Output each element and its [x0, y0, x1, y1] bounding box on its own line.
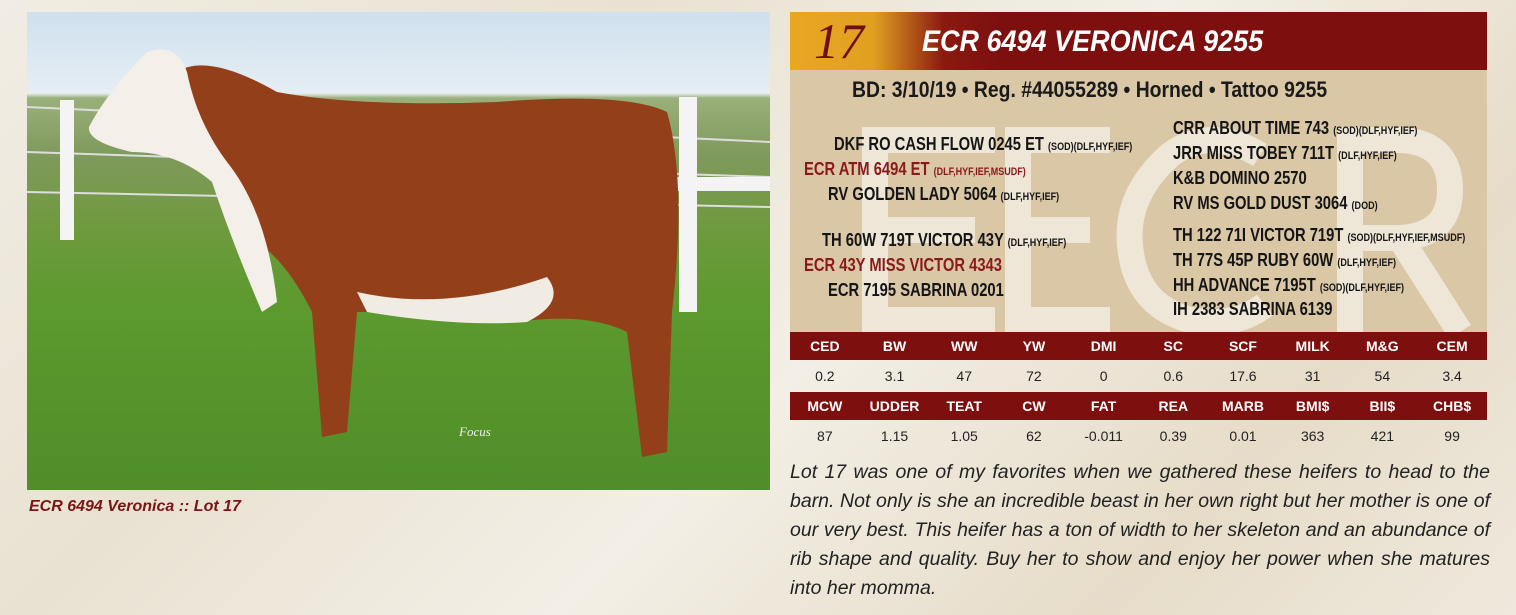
pedigree-tags: (DLF,HYF,IEF)	[1338, 150, 1397, 162]
pedigree-section: BD: 3/10/19 • Reg. #44055289 • Horned • …	[790, 70, 1487, 332]
lot-header: 17 ECR 6494 VERONICA 9255	[790, 12, 1487, 70]
pedigree-entry: TH 77S 45P RUBY 60W (DLF,HYF,IEF)	[1173, 250, 1396, 274]
epd-header: REA	[1138, 392, 1209, 420]
epd-row: CED BW WW YW DMI SC SCF MILK M&G CEM	[790, 332, 1487, 360]
pedigree-tags: (DLF,HYF,IEF)	[1000, 191, 1060, 203]
epd-header: MILK	[1277, 332, 1348, 360]
epd-header: TEAT	[929, 392, 1000, 420]
lot-number: 17	[814, 13, 864, 69]
pedigree-name: IH 2383 SABRINA 6139	[1173, 299, 1333, 319]
epd-value: 47	[956, 368, 972, 384]
pedigree-tags: (SOD)(DLF,HYF,IEF,MSUDF)	[1347, 232, 1466, 244]
pedigree-entry: ECR 43Y MISS VICTOR 4343	[804, 255, 1002, 279]
epd-value: 421	[1370, 428, 1395, 444]
epd-header: CED	[790, 332, 860, 360]
pedigree-entry: IH 2383 SABRINA 6139	[1173, 299, 1332, 323]
epd-header: BII$	[1347, 392, 1418, 420]
pedigree-name: K&B DOMINO 2570	[1173, 168, 1307, 188]
pedigree-name: RV MS GOLD DUST 3064	[1173, 193, 1348, 213]
epd-header: CW	[999, 392, 1069, 420]
epd-header: CEM	[1417, 332, 1487, 360]
epd-table: CED BW WW YW DMI SC SCF MILK M&G CEM 0.2 3.1 47 72 0 0.…	[790, 332, 1487, 452]
epd-header: SCF	[1208, 332, 1278, 360]
epd-value: 1.15	[880, 428, 909, 444]
pedigree-entry: CRR ABOUT TIME 743 (SOD)(DLF,HYF,IEF)	[1173, 118, 1417, 142]
pedigree-entry: DKF RO CASH FLOW 0245 ET (SOD)(DLF,HYF,I…	[834, 134, 1132, 158]
epd-value: 0.6	[1163, 368, 1184, 384]
epd-row: 87 1.15 1.05 62 -0.011 0.39 0.01 363 421 99	[790, 420, 1487, 452]
pedigree-entry: TH 122 71I VICTOR 719T (SOD)(DLF,HYF,IEF…	[1173, 225, 1465, 249]
epd-header: DMI	[1068, 332, 1139, 360]
pedigree-name: CRR ABOUT TIME 743	[1173, 118, 1330, 138]
epd-value: -0.011	[1084, 428, 1123, 444]
pedigree-entry: ECR 7195 SABRINA 0201	[828, 280, 1004, 304]
pedigree-name: TH 60W 719T VICTOR 43Y	[822, 230, 1004, 250]
pedigree-entry: RV MS GOLD DUST 3064 (DOD)	[1173, 193, 1378, 217]
pedigree-tags: (DLF,HYF,IEF,MSUDF)	[933, 166, 1026, 178]
pedigree-tags: (DOD)	[1351, 200, 1378, 212]
pedigree-entry: ECR ATM 6494 ET (DLF,HYF,IEF,MSUDF)	[804, 159, 1026, 183]
epd-value: 0.39	[1159, 428, 1187, 444]
epd-header: M&G	[1347, 332, 1418, 360]
epd-value: 3.1	[884, 368, 905, 384]
photo-caption: ECR 6494 Veronica :: Lot 17	[29, 498, 241, 515]
pedigree-tags: (DLF,HYF,IEF)	[1337, 257, 1396, 269]
epd-value: 0.2	[815, 368, 835, 384]
epd-header: MCW	[790, 392, 860, 420]
pedigree-name: DKF RO CASH FLOW 0245 ET	[834, 134, 1044, 154]
pedigree-name: TH 122 71I VICTOR 719T	[1173, 225, 1344, 245]
pedigree-name: ECR ATM 6494 ET	[804, 159, 930, 179]
pedigree-name: JRR MISS TOBEY 711T	[1173, 143, 1335, 163]
heifer-illustration	[27, 49, 770, 458]
epd-value: 0.01	[1229, 428, 1257, 444]
epd-header: SC	[1138, 332, 1209, 360]
pedigree-entry: JRR MISS TOBEY 711T (DLF,HYF,IEF)	[1173, 143, 1397, 167]
epd-value: 54	[1374, 368, 1391, 384]
pedigree-entry: K&B DOMINO 2570	[1173, 168, 1307, 192]
epd-row: 0.2 3.1 47 72 0 0.6 17.6 31 54 3.4	[790, 360, 1487, 392]
epd-header: YW	[999, 332, 1069, 360]
heifer-photo: Focus	[27, 12, 770, 490]
pedigree-entry: RV GOLDEN LADY 5064 (DLF,HYF,IEF)	[828, 184, 1059, 208]
epd-header: UDDER	[859, 392, 930, 420]
epd-value: 0	[1099, 368, 1108, 384]
pedigree-entry: TH 60W 719T VICTOR 43Y (DLF,HYF,IEF)	[822, 230, 1066, 254]
epd-value: 87	[817, 428, 833, 444]
epd-value: 62	[1026, 428, 1042, 444]
pedigree-tags: (SOD)(DLF,HYF,IEF)	[1048, 141, 1133, 153]
epd-value: 1.05	[950, 428, 978, 444]
pedigree-tags: (DLF,HYF,IEF)	[1007, 237, 1067, 249]
animal-details: BD: 3/10/19 • Reg. #44055289 • Horned • …	[852, 77, 1328, 102]
pedigree-entry: HH ADVANCE 7195T (SOD)(DLF,HYF,IEF)	[1173, 275, 1404, 299]
pedigree-tags: (SOD)(DLF,HYF,IEF)	[1319, 282, 1405, 294]
epd-header: BMI$	[1277, 392, 1348, 420]
epd-value: 31	[1304, 368, 1321, 384]
epd-value: 99	[1444, 428, 1460, 444]
epd-value: 72	[1026, 368, 1042, 384]
lot-description: Lot 17 was one of my favorites when we g…	[790, 461, 1490, 599]
pedigree-tags: (SOD)(DLF,HYF,IEF)	[1333, 125, 1418, 137]
pedigree-name: TH 77S 45P RUBY 60W	[1173, 250, 1334, 270]
epd-header: CHB$	[1417, 392, 1487, 420]
pedigree-name: ECR 43Y MISS VICTOR 4343	[804, 255, 1002, 275]
pedigree-name: ECR 7195 SABRINA 0201	[828, 280, 1004, 300]
pedigree-name: HH ADVANCE 7195T	[1173, 275, 1316, 295]
epd-value: 17.6	[1229, 368, 1257, 384]
epd-header: MARB	[1208, 392, 1278, 420]
epd-header: BW	[859, 332, 930, 360]
epd-value: 3.4	[1442, 368, 1462, 384]
animal-name: ECR 6494 VERONICA 9255	[922, 25, 1264, 58]
pedigree-name: RV GOLDEN LADY 5064	[828, 184, 997, 204]
photographer-watermark: Focus	[459, 424, 491, 439]
lot-panel: 17 ECR 6494 VERONICA 9255 BD: 3/10/19 • …	[790, 12, 1487, 457]
ecr-watermark-logo	[862, 127, 1471, 332]
epd-header: FAT	[1068, 392, 1139, 420]
epd-value: 363	[1300, 428, 1325, 444]
epd-header: WW	[929, 332, 1000, 360]
epd-row: MCW UDDER TEAT CW FAT REA MARB BMI$ BII$ CHB$	[790, 392, 1487, 420]
